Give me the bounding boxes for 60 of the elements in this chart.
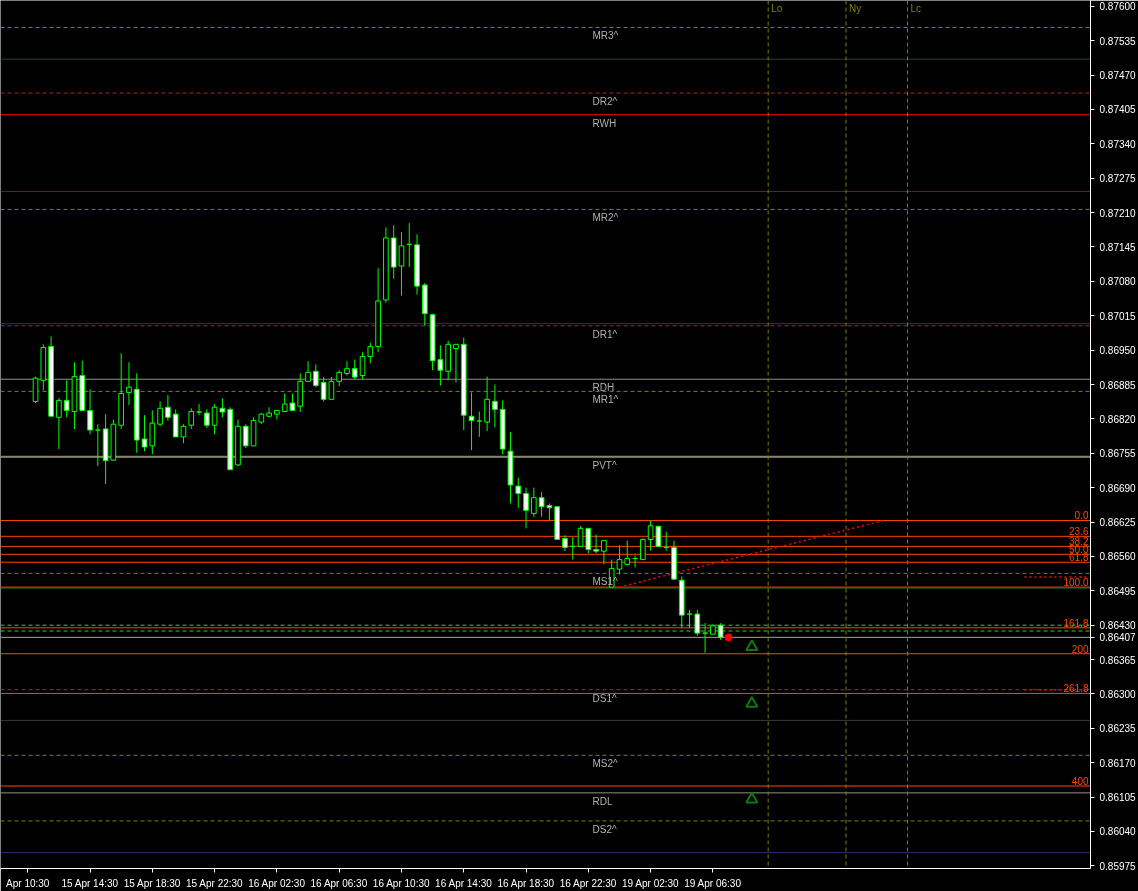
y-tick-label: 0.86560: [1099, 551, 1137, 563]
x-tick-label: 15 Apr 22:30: [185, 877, 244, 889]
ref-line-label: RDH: [592, 382, 615, 394]
ref-line-label: MR3^: [592, 30, 619, 42]
y-tick-label: 0.87535: [1099, 35, 1137, 47]
ref-line-label: DS1^: [592, 692, 617, 704]
y-tick-label: 0.86495: [1099, 585, 1137, 597]
y-tick-label: 0.87210: [1099, 207, 1137, 219]
annotation: 200: [1071, 643, 1089, 655]
ref-line-label: MS2^: [592, 758, 619, 770]
ref-line-label: PVT^: [592, 459, 617, 471]
x-tick-label: 15 Apr 18:30: [123, 877, 181, 889]
y-tick-label: 0.87015: [1099, 310, 1137, 322]
y-tick-label: 0.87600: [1099, 1, 1137, 13]
y-tick-label: 0.86690: [1099, 482, 1137, 494]
y-tick-label: 0.87145: [1099, 241, 1137, 253]
ref-line-label: MR1^: [592, 394, 619, 406]
annotation: 23.6: [1069, 526, 1089, 538]
x-tick-label: 16 Apr 22:30: [559, 877, 617, 889]
y-tick-label: 0.86407: [1099, 632, 1137, 644]
y-tick-label: 0.87405: [1099, 104, 1137, 116]
x-tick-label: 16 Apr 14:30: [435, 877, 493, 889]
annotation: 0.0: [1074, 510, 1089, 522]
y-tick-label: 0.87470: [1099, 70, 1137, 82]
y-tick-label: 0.86820: [1099, 413, 1137, 425]
y-tick-label: 0.86170: [1099, 757, 1137, 769]
y-tick-label: 0.87080: [1099, 276, 1137, 288]
y-tick-label: 0.86105: [1099, 792, 1137, 804]
x-tick-label: 16 Apr 18:30: [497, 877, 555, 889]
annotation: Lc: [910, 2, 922, 14]
y-tick-label: 0.85975: [1099, 860, 1137, 872]
annotation: Lo: [771, 2, 783, 14]
y-tick-label: 0.87340: [1099, 138, 1137, 150]
ref-line-label: DR2^: [592, 96, 618, 108]
y-tick-label: 0.86755: [1099, 448, 1137, 460]
y-tick-label: 0.86040: [1099, 826, 1137, 838]
x-tick-label: 15 Apr 14:30: [61, 877, 119, 889]
annotation: 100.0: [1063, 577, 1089, 589]
x-tick-label: 19 Apr 02:30: [621, 877, 680, 889]
y-tick-label: 0.86885: [1099, 379, 1137, 391]
y-tick-label: 0.86625: [1099, 517, 1137, 529]
annotation: Ny: [849, 2, 862, 14]
x-tick-label: 16 Apr 02:30: [248, 877, 306, 889]
y-tick-label: 0.86950: [1099, 345, 1137, 357]
y-tick-label: 0.86300: [1099, 688, 1137, 700]
annotation: 161.8: [1063, 617, 1089, 629]
ref-line-label: DS2^: [592, 823, 617, 835]
y-tick-label: 0.86365: [1099, 654, 1137, 666]
y-tick-label: 0.86430: [1099, 620, 1137, 632]
ref-line-label: RDL: [592, 795, 613, 807]
x-tick-label: Apr 10:30: [6, 877, 50, 889]
x-tick-label: 16 Apr 06:30: [310, 877, 368, 889]
y-tick-label: 0.86235: [1099, 723, 1137, 735]
y-tick-label: 0.87275: [1099, 173, 1137, 185]
annotation: 400: [1071, 775, 1089, 787]
ref-line-label: RWH: [592, 117, 617, 129]
x-tick-label: 16 Apr 10:30: [372, 877, 430, 889]
ref-line-label: MR2^: [592, 212, 619, 224]
x-tick-label: 19 Apr 06:30: [684, 877, 742, 889]
ref-line-label: DR1^: [592, 328, 618, 340]
